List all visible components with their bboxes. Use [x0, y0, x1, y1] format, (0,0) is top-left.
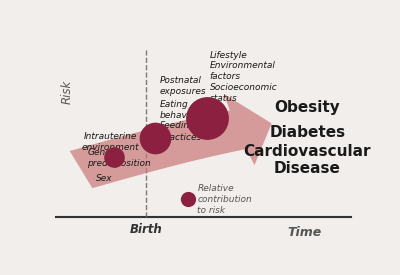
- Text: Genetic
predisposition: Genetic predisposition: [87, 148, 151, 168]
- Text: Eating
behaviors: Eating behaviors: [160, 100, 204, 120]
- Point: [152, 136, 158, 140]
- Text: Intrauterine
environment: Intrauterine environment: [82, 132, 139, 152]
- Text: Socioeconomic
status: Socioeconomic status: [210, 83, 278, 103]
- Text: Birth: Birth: [130, 223, 162, 236]
- Polygon shape: [70, 94, 272, 188]
- Point: [203, 116, 210, 120]
- Text: Risk: Risk: [60, 80, 74, 104]
- Text: Relative
contribution
to risk: Relative contribution to risk: [197, 184, 252, 215]
- Text: Postnatal
exposures: Postnatal exposures: [160, 76, 207, 96]
- Text: Feeding
practices: Feeding practices: [160, 122, 201, 142]
- Text: Time: Time: [287, 226, 321, 238]
- Text: Sex: Sex: [96, 174, 112, 183]
- Text: Lifestyle: Lifestyle: [210, 51, 247, 60]
- Text: Obesity: Obesity: [274, 100, 340, 115]
- Point: [185, 197, 191, 201]
- Point: [110, 155, 117, 159]
- Text: Diabetes: Diabetes: [269, 125, 345, 140]
- Text: Environmental
factors: Environmental factors: [210, 61, 276, 81]
- Text: Cardiovascular
Disease: Cardiovascular Disease: [244, 144, 371, 176]
